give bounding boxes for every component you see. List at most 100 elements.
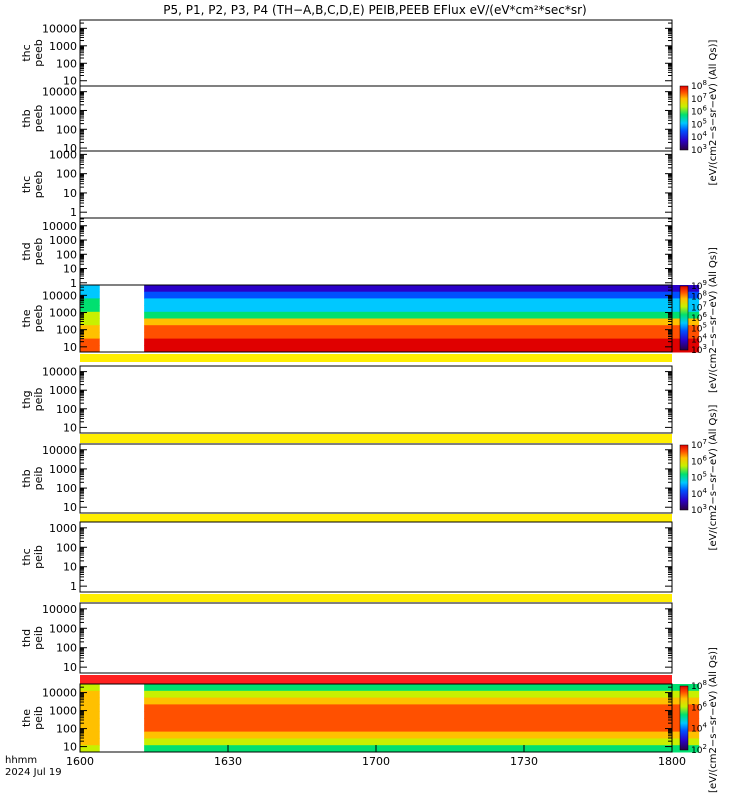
- panel-label: thd: [20, 629, 33, 647]
- colorbar-label: [eV/(cm2−s−sr−eV) (All Qs)]: [708, 39, 719, 185]
- spectrogram-band: [80, 305, 100, 313]
- colorbar-tick-label: 108: [691, 679, 707, 692]
- y-tick-label: 10: [63, 263, 77, 276]
- panel-frame: [79, 443, 673, 514]
- spectrogram-band: [144, 338, 700, 346]
- colorbar-tick-label: 105: [691, 117, 707, 130]
- spectrogram-band: [80, 711, 100, 719]
- spectrogram-band: [144, 311, 700, 319]
- panel-the-peib: 10000 1000 100 10 the peib: [20, 683, 700, 754]
- spectrogram-band: [80, 704, 100, 712]
- flag-bar: [80, 434, 672, 443]
- y-tick-label: 1000: [49, 307, 77, 320]
- y-tick-label: 10: [63, 661, 77, 674]
- spectrogram-band: [80, 724, 100, 733]
- spectrogram-band: [80, 738, 100, 746]
- y-tick-label: 10: [63, 741, 77, 754]
- panel-thc-peib: 1000 100 10 1 thc peib: [20, 521, 673, 602]
- y-tick-label: 100: [56, 541, 77, 554]
- colorbar-tick-label: 105: [691, 471, 707, 484]
- x-tick-label: 1730: [510, 755, 538, 768]
- panel-label: peeb: [32, 238, 45, 266]
- y-tick-label: 100: [56, 324, 77, 337]
- y-tick-label: 1000: [49, 522, 77, 535]
- x-tick-label: 1800: [658, 755, 686, 768]
- spectrogram-band: [144, 697, 700, 705]
- panel-label: peib: [32, 545, 45, 569]
- spectrogram-band: [144, 305, 700, 313]
- time-axis: 1600 1630 1700 1730 1800: [66, 745, 686, 768]
- panel-label: thb: [20, 469, 33, 487]
- spectrogram-band: [144, 318, 700, 326]
- panel-thg-peib: 10000 1000 100 10 thg peib: [20, 365, 673, 443]
- colorbar-label: [eV/(cm2−s−sr−eV) (All Qs)]: [708, 247, 719, 393]
- panel-frame: [79, 365, 673, 434]
- colorbar-tick-label: 108: [691, 79, 707, 92]
- panel-frame: [79, 521, 673, 593]
- spectrogram-band: [80, 318, 100, 326]
- spectrogram-band: [80, 690, 100, 699]
- spectrogram-band: [144, 345, 700, 353]
- flag-bar: [80, 675, 672, 684]
- spectrogram-band: [80, 345, 100, 353]
- panel-thb-peib: 10000 1000 100 10 thb peib: [20, 443, 673, 522]
- time-axis-label-date: 2024 Jul 19: [5, 767, 62, 778]
- colorbar-tick-label: 106: [691, 454, 707, 467]
- panel-label: peib: [32, 467, 45, 491]
- y-tick-label: 10000: [42, 220, 77, 233]
- y-tick-label: 10: [63, 421, 77, 434]
- y-tick-label: 10: [63, 75, 77, 88]
- y-tick-label: 1000: [49, 463, 77, 476]
- x-tick-label: 1700: [362, 755, 390, 768]
- y-tick-label: 1: [70, 206, 77, 219]
- flag-bar: [80, 514, 672, 522]
- y-tick-label: 100: [56, 248, 77, 261]
- spectrogram-band: [144, 298, 700, 306]
- spectrogram-band: [144, 684, 700, 692]
- colorbar-gradient: [679, 685, 689, 751]
- spectrogram-band: [144, 724, 700, 733]
- y-tick-label: 10: [63, 501, 77, 514]
- y-tick-label: 10000: [42, 603, 77, 616]
- y-tick-label: 10: [63, 561, 77, 574]
- panel-label: the: [20, 709, 33, 727]
- panel-frame: [79, 284, 673, 353]
- y-tick-label: 100: [56, 403, 77, 416]
- panel-label: thb: [20, 109, 33, 127]
- panel-label: the: [20, 309, 33, 327]
- panel-label: peib: [32, 388, 45, 412]
- colorbar-3: 103 104 105 106 107 [eV/(cm2−s−sr−eV) (All Qs…: [679, 404, 719, 550]
- y-tick-label: 1000: [49, 622, 77, 635]
- spectrogram-band: [80, 745, 100, 753]
- x-tick-label: 1630: [214, 755, 242, 768]
- y-tick-label: 1000: [49, 40, 77, 53]
- panel-frame: [79, 85, 673, 152]
- panel-thc-peeb: 10000 1000 100 10 thc peeb: [20, 19, 673, 88]
- spectrogram-band: [144, 291, 700, 299]
- colorbar-tick-label: 103: [691, 143, 707, 156]
- colorbar-tick-label: 107: [691, 92, 707, 105]
- figure-title: P5, P1, P2, P3, P4 (TH−A,B,C,D,E) PEIB,P…: [163, 3, 586, 17]
- colorbar-tick-label: 103: [691, 503, 707, 516]
- y-tick-label: 1000: [49, 234, 77, 247]
- spectrogram-band: [144, 731, 700, 739]
- y-tick-label: 100: [56, 642, 77, 655]
- y-tick-label: 100: [56, 57, 77, 70]
- panel-thc-peeb: 1000 100 10 1 thc peeb: [20, 148, 673, 219]
- y-tick-label: 10000: [42, 444, 77, 457]
- y-tick-label: 10000: [42, 687, 77, 700]
- colorbar-tick-label: 104: [691, 487, 707, 500]
- spectrogram-band: [144, 285, 700, 293]
- spectrogram-band: [144, 711, 700, 719]
- spectrogram-band: [80, 684, 100, 692]
- panel-label: thg: [20, 390, 33, 408]
- y-tick-label: 100: [56, 482, 77, 495]
- panel-label: peeb: [32, 105, 45, 133]
- spectrogram-band: [80, 731, 100, 739]
- colorbar-gradient: [679, 285, 689, 351]
